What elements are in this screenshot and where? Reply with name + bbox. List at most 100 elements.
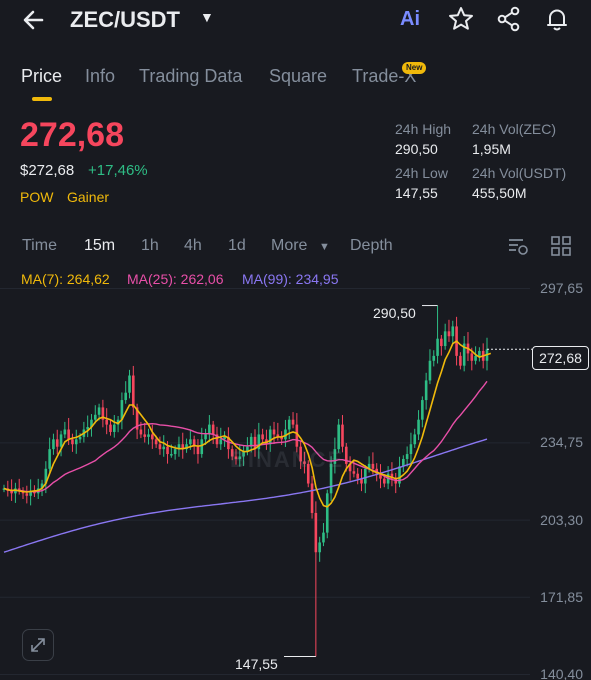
candle-body (55, 439, 59, 447)
interval-depth[interactable]: Depth (350, 237, 393, 254)
candle-body (158, 444, 162, 450)
tab-info[interactable]: Info (85, 66, 116, 86)
candle-body (116, 419, 120, 425)
price-chart[interactable] (0, 268, 591, 680)
interval-more[interactable]: More (271, 237, 308, 254)
candle-body (40, 483, 44, 489)
candle-body (432, 355, 436, 361)
tab-trading-data[interactable]: Trading Data (139, 66, 243, 86)
ma99-label: MA(99): 234,95 (242, 271, 339, 287)
interval-1d[interactable]: 1d (228, 237, 246, 254)
candle-body (398, 466, 401, 484)
candle-body (44, 468, 48, 484)
ma25-label: MA(25): 262,06 (127, 271, 224, 287)
candle-body (276, 434, 280, 437)
candle-body (192, 439, 196, 447)
interval-bar: Time 15m 1h 4h 1d More ▼ Depth (0, 232, 591, 262)
candle-body (436, 338, 439, 356)
caret-down-icon[interactable]: ▼ (200, 9, 214, 25)
candle-body (78, 436, 82, 440)
expand-chart-button[interactable] (22, 629, 54, 661)
interval-1h[interactable]: 1h (141, 237, 159, 254)
candle-body (219, 439, 223, 445)
tab-trade-x[interactable]: Trade-X (352, 66, 417, 86)
high-label: 24h High (395, 121, 452, 137)
ma7-line (3, 340, 492, 508)
candle-body (105, 419, 108, 425)
candle-body (135, 407, 139, 430)
candle-body (474, 355, 477, 361)
notification-button[interactable] (543, 5, 571, 33)
y-tick: 171,85 (540, 589, 583, 605)
candle-body (440, 338, 443, 347)
candle-body (470, 353, 474, 361)
candle-body (314, 512, 318, 553)
tab-bar: Price Info Trading Data Square Trade-X N… (0, 60, 591, 104)
back-button[interactable] (20, 6, 50, 34)
star-icon (449, 7, 473, 30)
candle-body (337, 424, 340, 450)
candle-body (287, 419, 291, 430)
candle-body (284, 429, 287, 440)
candle-body (306, 463, 310, 484)
candle-body (299, 446, 302, 462)
interval-time[interactable]: Time (22, 237, 57, 254)
tab-square[interactable]: Square (269, 66, 328, 86)
candle-body (196, 446, 200, 455)
candle-body (443, 331, 447, 347)
candle-body (151, 434, 154, 440)
candle-body (143, 434, 147, 437)
ai-button[interactable]: Ai (400, 8, 420, 30)
bell-icon (547, 9, 567, 31)
layout-button[interactable] (550, 235, 572, 262)
candle-body (74, 439, 78, 445)
tag-pow[interactable]: POW (20, 189, 54, 205)
tag-gainer[interactable]: Gainer (67, 189, 110, 205)
watermark: BINANCE (230, 447, 345, 472)
high-marker-label: 290,50 (373, 305, 416, 321)
candle-body (166, 446, 169, 455)
share-button[interactable] (495, 5, 523, 33)
current-price-label: 272,68 (532, 346, 589, 370)
y-tick: 203,30 (540, 512, 583, 528)
candle-body (413, 434, 417, 445)
favorite-button[interactable] (447, 5, 475, 33)
candle-body (246, 446, 249, 452)
low-marker-label: 147,55 (235, 656, 278, 672)
candle-body (478, 350, 481, 356)
chart-settings-button[interactable] (507, 235, 529, 262)
usd-price: $272,68 (20, 162, 75, 179)
caret-down-icon[interactable]: ▼ (319, 241, 330, 253)
candle-body (421, 400, 424, 420)
candle-body (462, 343, 466, 366)
interval-4h[interactable]: 4h (184, 237, 202, 254)
candle-body (211, 424, 215, 435)
candle-body (170, 454, 173, 456)
low-value: 147,55 (395, 185, 438, 201)
candle-body (459, 355, 462, 366)
vol-quote-value: 455,50M (472, 185, 527, 201)
candle-body (363, 468, 367, 484)
interval-15m[interactable]: 15m (84, 237, 116, 254)
candle-body (139, 429, 143, 435)
candle-body (227, 436, 230, 450)
candle-body (29, 490, 32, 496)
candle-body (428, 360, 432, 381)
candle-body (215, 434, 219, 445)
candle-body (132, 375, 135, 408)
candle-body (25, 493, 29, 496)
candle-body (356, 473, 359, 479)
pair-title[interactable]: ZEC/USDT (70, 7, 180, 32)
active-tab-indicator (32, 97, 52, 101)
expand-icon (31, 638, 45, 652)
candle-body (310, 483, 314, 513)
candle-body (303, 461, 306, 464)
candle-body (59, 434, 63, 447)
candle-body (223, 436, 226, 440)
candle-body (352, 471, 356, 474)
tab-price[interactable]: Price (21, 66, 63, 86)
candle-body (154, 439, 158, 445)
candle-body (90, 419, 93, 428)
candle-body (253, 436, 257, 450)
candle-body (242, 451, 245, 457)
